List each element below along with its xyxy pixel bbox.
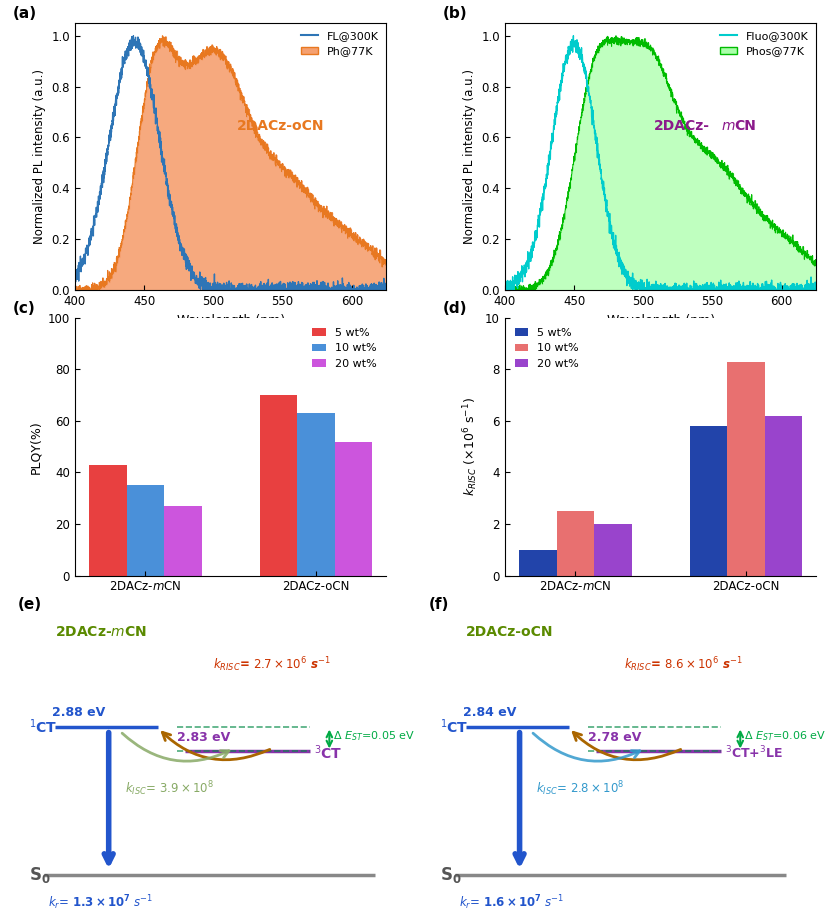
FancyArrowPatch shape — [533, 733, 640, 761]
Y-axis label: Normalized PL intensity (a.u.): Normalized PL intensity (a.u.) — [33, 69, 46, 244]
Bar — [519, 550, 556, 576]
Legend: 5 wt%, 10 wt%, 20 wt%: 5 wt%, 10 wt%, 20 wt% — [511, 323, 583, 373]
Bar — [297, 414, 335, 576]
Text: $\mathbf{S_0}$: $\mathbf{S_0}$ — [29, 865, 51, 885]
Text: (e): (e) — [17, 598, 42, 612]
Text: $k_r$= $\mathbf{1.3\times10^7}$ s$^{-1}$: $k_r$= $\mathbf{1.3\times10^7}$ s$^{-1}$ — [47, 893, 153, 912]
Text: $k_r$= $\mathbf{1.6\times10^7}$ s$^{-1}$: $k_r$= $\mathbf{1.6\times10^7}$ s$^{-1}$ — [459, 893, 564, 912]
Text: (f): (f) — [428, 598, 449, 612]
X-axis label: Wavelength (nm): Wavelength (nm) — [177, 313, 285, 327]
Bar — [594, 524, 631, 576]
Text: 2.88 eV: 2.88 eV — [52, 706, 105, 719]
Text: 2.84 eV: 2.84 eV — [462, 706, 516, 719]
Text: $^3$CT: $^3$CT — [314, 743, 342, 763]
Text: (d): (d) — [442, 300, 467, 316]
FancyArrowPatch shape — [122, 733, 229, 761]
Bar — [260, 395, 297, 576]
Text: (a): (a) — [12, 6, 37, 20]
Text: 2DACz-$m$CN: 2DACz-$m$CN — [56, 624, 147, 639]
Text: 2DACz-: 2DACz- — [655, 119, 711, 133]
Text: $\mathbf{S_0}$: $\mathbf{S_0}$ — [440, 865, 461, 885]
Bar — [765, 415, 802, 576]
Text: (b): (b) — [442, 6, 467, 20]
Text: 2DACz-oCN: 2DACz-oCN — [466, 624, 554, 639]
Bar — [690, 426, 727, 576]
Text: 2.83 eV: 2.83 eV — [177, 730, 231, 743]
Text: CN: CN — [734, 119, 756, 133]
Text: $m$: $m$ — [721, 119, 736, 133]
Text: $k_{RISC}$= $2.7\times10^6$ s$^{-1}$: $k_{RISC}$= $2.7\times10^6$ s$^{-1}$ — [213, 656, 332, 674]
Y-axis label: Normalized PL intensity (a.u.): Normalized PL intensity (a.u.) — [463, 69, 476, 244]
Legend: Fluo@300K, Phos@77K: Fluo@300K, Phos@77K — [718, 29, 811, 59]
Text: (c): (c) — [12, 300, 36, 316]
X-axis label: Wavelength (nm): Wavelength (nm) — [606, 313, 715, 327]
Bar — [556, 511, 594, 576]
Text: $k_{ISC}$= $2.8\times10^8$: $k_{ISC}$= $2.8\times10^8$ — [536, 779, 625, 798]
Legend: FL@300K, Ph@77K: FL@300K, Ph@77K — [299, 29, 381, 59]
Text: 2DACz-oCN: 2DACz-oCN — [237, 119, 324, 133]
Text: $^1$CT: $^1$CT — [440, 717, 468, 736]
Text: $^3$CT+$^3$LE: $^3$CT+$^3$LE — [725, 744, 783, 761]
FancyArrowPatch shape — [573, 732, 681, 760]
Legend: 5 wt%, 10 wt%, 20 wt%: 5 wt%, 10 wt%, 20 wt% — [308, 323, 381, 373]
Bar — [89, 465, 127, 576]
Bar — [127, 485, 164, 576]
Y-axis label: $k_{RISC}$ ($\times$10$^6$ s$^{-1}$): $k_{RISC}$ ($\times$10$^6$ s$^{-1}$) — [461, 397, 480, 496]
Y-axis label: PLQY(%): PLQY(%) — [29, 420, 42, 473]
Text: $^1$CT: $^1$CT — [29, 717, 57, 736]
Text: $k_{ISC}$= $3.9\times10^8$: $k_{ISC}$= $3.9\times10^8$ — [125, 779, 214, 798]
Bar — [727, 362, 765, 576]
Bar — [164, 506, 202, 576]
Text: $\Delta$ $E_{ST}$=0.05 eV: $\Delta$ $E_{ST}$=0.05 eV — [333, 729, 416, 743]
Text: 2.78 eV: 2.78 eV — [588, 730, 641, 743]
FancyArrowPatch shape — [162, 732, 270, 760]
Text: $\Delta$ $E_{ST}$=0.06 eV: $\Delta$ $E_{ST}$=0.06 eV — [744, 729, 826, 743]
Bar — [335, 441, 372, 576]
Text: $k_{RISC}$= $8.6\times10^6$ s$^{-1}$: $k_{RISC}$= $8.6\times10^6$ s$^{-1}$ — [624, 656, 742, 674]
